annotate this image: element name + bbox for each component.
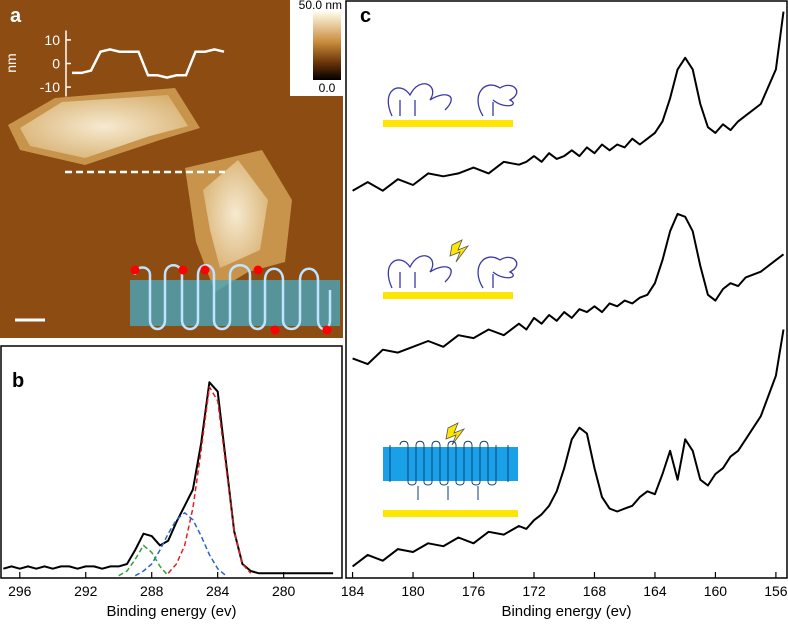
light-icon: [445, 422, 466, 446]
x-tick-label: 168: [583, 583, 607, 599]
panel-label: c: [360, 5, 371, 27]
membrane: [383, 447, 518, 481]
colorbar-max: 50.0 nm: [299, 0, 342, 12]
spectrum: [352, 11, 785, 192]
end-group: [130, 265, 140, 275]
x-tick-label: 180: [401, 583, 425, 599]
x-tick-label: 164: [643, 583, 667, 599]
x-tick-label: 184: [341, 583, 365, 599]
x-tick-label: 280: [272, 583, 296, 599]
schematics: [383, 83, 518, 517]
spectrum: [167, 386, 252, 574]
plot-frame: [0, 345, 343, 579]
panel-label: a: [10, 5, 22, 27]
colorbar-min: 0.0: [319, 81, 336, 95]
profile-ylabel: nm: [3, 53, 19, 72]
x-tick-label: 160: [704, 583, 728, 599]
end-group: [200, 265, 210, 275]
gold-substrate: [383, 292, 513, 299]
polymer-chain: [133, 264, 332, 331]
x-tick-label: 176: [462, 583, 486, 599]
polymer: [387, 83, 452, 117]
x-tick-label: 296: [8, 583, 32, 599]
polymer-scheme: [130, 264, 340, 335]
polymer-chain: [389, 440, 509, 500]
inset-tick-label: 0: [52, 56, 60, 72]
spectrum: [118, 544, 169, 577]
light-icon: [449, 239, 470, 263]
panel-a: 50.0 nm 0.0 a nm: [0, 0, 343, 338]
profile: [72, 48, 225, 79]
end-group: [178, 265, 188, 275]
polymer: [387, 255, 452, 289]
end-group: [322, 325, 332, 335]
spectrum: [3, 381, 334, 575]
polymer: [477, 256, 518, 289]
flake: [203, 160, 268, 268]
polymer: [477, 84, 518, 117]
end-group: [253, 265, 263, 275]
plot-frame: [345, 0, 788, 579]
inset-tick-label: 10: [44, 32, 60, 48]
colorbar: [313, 12, 341, 80]
inset-tick-label: -10: [40, 79, 60, 95]
x-tick-label: 172: [522, 583, 546, 599]
x-axis-label: Binding energy (ev): [501, 603, 631, 620]
spectrum: [134, 512, 227, 577]
x-tick-label: 156: [764, 583, 788, 599]
x-tick-label: 292: [74, 583, 98, 599]
membrane: [130, 280, 340, 326]
x-tick-label: 284: [206, 583, 230, 599]
x-axis-label: Binding energy (ev): [106, 603, 236, 620]
end-group: [270, 325, 280, 335]
gold-substrate: [383, 510, 518, 517]
spectrum: [351, 329, 785, 568]
x-tick-label: 288: [140, 583, 164, 599]
panel-label: b: [12, 370, 24, 392]
spectrum: [352, 212, 785, 366]
flake: [20, 95, 188, 158]
gold-substrate: [383, 120, 513, 127]
